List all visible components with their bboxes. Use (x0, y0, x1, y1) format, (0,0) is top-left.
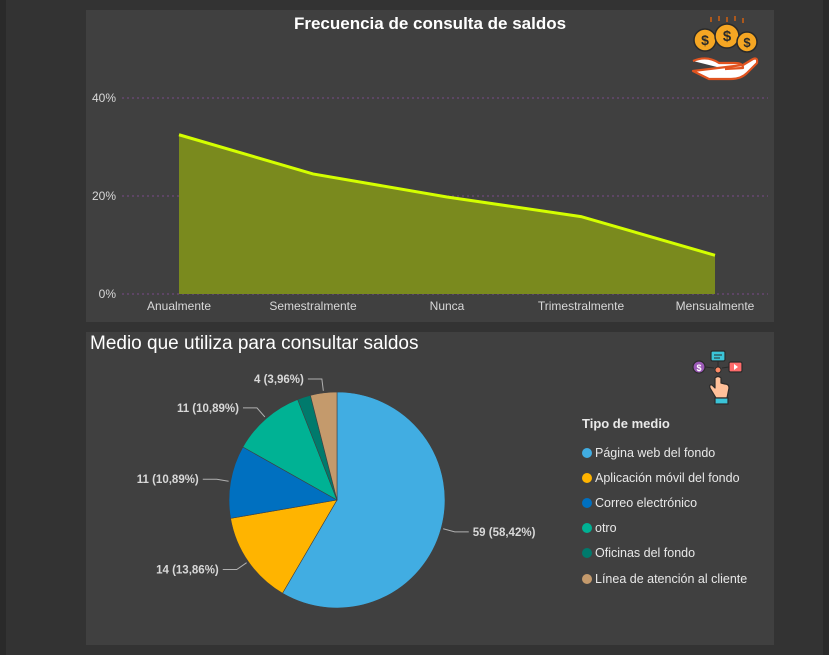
legend-label: Oficinas del fondo (595, 546, 696, 561)
legend-marker (582, 472, 592, 483)
pie-chart-panel[interactable]: Medio que utiliza para consultar saldos … (86, 332, 774, 645)
pie-data-label: 11 (10,89%) (137, 474, 199, 486)
legend-item[interactable]: otro (582, 516, 747, 541)
legend-item[interactable]: Página web del fondo (582, 440, 747, 465)
legend-item[interactable]: Oficinas del fondo (582, 541, 747, 566)
pie-data-label: 4 (3,96%) (254, 374, 304, 386)
leader-line (443, 528, 469, 533)
legend-label: Página web del fondo (595, 445, 716, 460)
legend-label: Aplicación móvil del fondo (595, 470, 740, 485)
y-tick-label: 0% (99, 287, 117, 301)
pie-slice[interactable] (310, 391, 338, 501)
legend-item[interactable]: Correo electrónico (582, 490, 747, 515)
pie-slice[interactable] (230, 499, 338, 594)
legend-item[interactable]: Aplicación móvil del fondo (582, 465, 747, 490)
svg-text:$: $ (696, 363, 701, 373)
y-tick-label: 40% (92, 91, 116, 105)
area-chart-title: Frecuencia de consulta de saldos (293, 14, 567, 33)
pie-slice[interactable] (228, 446, 338, 519)
pie-slice[interactable] (282, 391, 446, 609)
leader-line (242, 407, 266, 418)
legend-label: Correo electrónico (595, 495, 698, 510)
x-tick-label: Anualmente (147, 299, 211, 313)
area-chart-panel[interactable]: Frecuencia de consulta de saldos $ $ $ 0… (86, 10, 774, 322)
x-tick-label: Mensualmente (676, 299, 755, 313)
pie-data-label: 14 (13,86%) (156, 565, 219, 577)
leader-line (222, 562, 247, 571)
area-chart-svg: 0% 20% 40% Anualmente Semestralmente Nunca Tr… (92, 91, 768, 313)
area-series-line (178, 133, 716, 257)
pie-chart-svg: 59 (58,42%) 14 (13,86%) 11 (10,89%) 11 (10,… (137, 374, 536, 609)
leader-line (307, 378, 324, 391)
x-tick-label: Semestralmente (269, 299, 357, 313)
y-tick-label: 20% (92, 189, 116, 203)
pie-data-label: 11 (10,89%) (177, 403, 239, 415)
legend-marker (582, 497, 592, 508)
legend-label: otro (595, 521, 617, 536)
left-frame-bar (0, 0, 6, 655)
legend-item[interactable]: Línea de atención al cliente (582, 566, 747, 591)
right-frame-bar (823, 0, 829, 655)
x-tick-label: Trimestralmente (538, 299, 625, 313)
legend-marker (582, 523, 592, 534)
pie-legend: Tipo de medio Página web del fondo Aplica… (582, 416, 747, 591)
leader-line (202, 478, 229, 482)
legend-marker (582, 548, 592, 559)
hand-coins-icon: $ $ $ (689, 15, 759, 86)
legend-marker (582, 573, 592, 584)
svg-text:$: $ (743, 35, 751, 50)
digital-touch-icon: $ (689, 348, 749, 411)
legend-label: Línea de atención al cliente (595, 571, 748, 586)
pie-chart-title: Medio que utiliza para consultar saldos (90, 333, 419, 354)
pie-slice[interactable] (242, 399, 338, 501)
pie-data-label: 59 (58,42%) (473, 527, 536, 539)
legend-title: Tipo de medio (582, 416, 670, 431)
legend-marker (582, 447, 592, 458)
x-tick-label: Nunca (430, 299, 465, 313)
svg-text:$: $ (701, 32, 709, 48)
svg-text:$: $ (723, 28, 732, 45)
